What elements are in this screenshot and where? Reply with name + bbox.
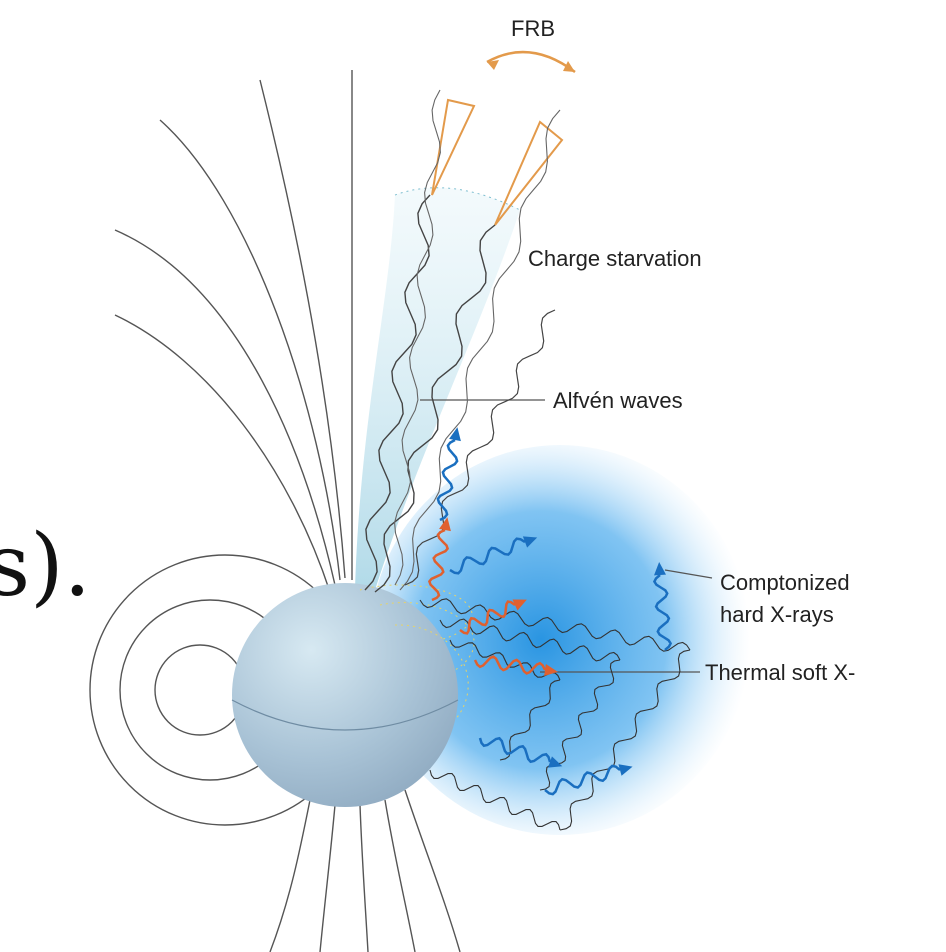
field-line	[360, 805, 368, 952]
text-fragment: s).	[0, 516, 91, 616]
comptonized-label: Comptonized	[720, 570, 850, 595]
field-line	[115, 230, 335, 585]
hard-photon-head	[449, 427, 461, 441]
frb-arrowhead	[487, 60, 575, 72]
frb-label: FRB	[511, 16, 555, 41]
field-line	[320, 805, 335, 952]
alfven-label: Alfvén waves	[553, 388, 683, 413]
diagram: FRB Charge starvation Alfvén waves Compt…	[0, 0, 946, 952]
comptonized-label: hard X-rays	[720, 602, 834, 627]
field-line	[405, 790, 460, 952]
thermal-label: Thermal soft X-	[705, 660, 855, 685]
frb-arrow	[487, 52, 575, 72]
neutron-star	[232, 583, 458, 807]
field-line	[270, 800, 310, 952]
field-line	[115, 315, 330, 592]
field-line	[385, 800, 415, 952]
page: {"fragment": "s).", "labels": { "frb": "…	[0, 0, 946, 952]
charge-starvation-label: Charge starvation	[528, 246, 702, 271]
field-line	[260, 80, 345, 578]
field-loop	[155, 645, 245, 735]
field-line	[160, 120, 340, 580]
frb-beam	[432, 100, 474, 195]
